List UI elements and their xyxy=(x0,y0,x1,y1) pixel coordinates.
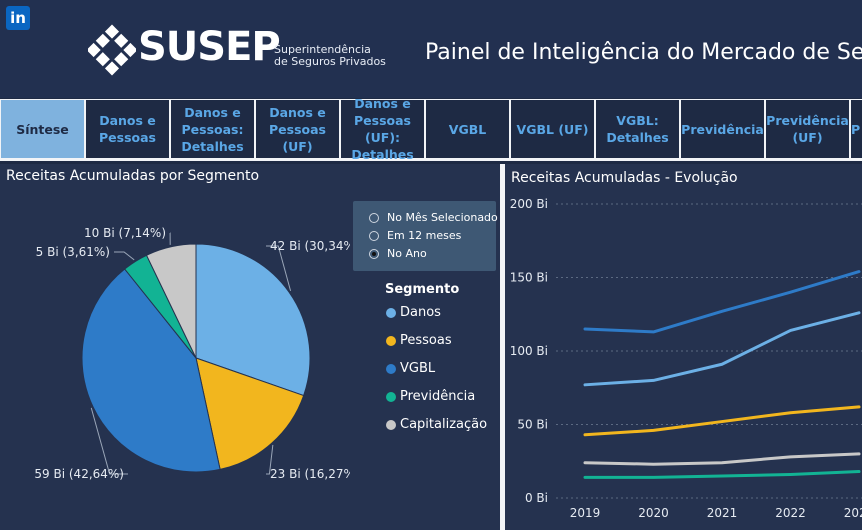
tab-vgbl-detalhes[interactable]: VGBL: Detalhes xyxy=(596,100,679,158)
legend-item-danos[interactable]: Danos xyxy=(386,305,441,320)
pie-slice-danos[interactable] xyxy=(195,243,311,397)
pie-chart: 42 Bi (30,34%) 23 Bi (16,27%) 59 Bi (42,64… xyxy=(34,226,350,481)
susep-logo-icon xyxy=(88,24,136,76)
tab-bar: Síntese Danos e Pessoas Danos e Pessoas:… xyxy=(0,96,862,162)
radio-icon[interactable] xyxy=(369,230,379,241)
pie-leader-line xyxy=(90,407,128,475)
legend-item-vgbl[interactable]: VGBL xyxy=(386,361,435,376)
tab-danos-e-pessoas-uf[interactable]: Danos e Pessoas (UF) xyxy=(256,100,339,158)
option-em-12-meses[interactable]: Em 12 meses xyxy=(369,229,461,242)
radio-icon[interactable] xyxy=(369,212,379,223)
legend-title: Segmento xyxy=(385,282,460,297)
pie-slice-pessoas[interactable] xyxy=(195,357,305,471)
series-line-2[interactable] xyxy=(583,405,861,437)
tab-danos-e-pessoas[interactable]: Danos e Pessoas xyxy=(86,100,169,158)
tab-danos-e-pessoas-detalhes[interactable]: Danos e Pessoas: Detalhes xyxy=(171,100,254,158)
logo-subtitle-line1: Superintendência xyxy=(274,43,371,56)
series-line-0[interactable] xyxy=(583,270,861,334)
pie-leader-line xyxy=(114,251,135,261)
radio-selected-icon[interactable] xyxy=(369,248,379,259)
pie-data-label: 10 Bi (7,14%) xyxy=(84,226,166,240)
pie-leader-line xyxy=(266,444,274,475)
header-bar: in SUSEP Superintendência de Seguros Pri… xyxy=(0,0,862,98)
legend-label: VGBL xyxy=(400,361,436,376)
period-option-box: No Mês Selecionado Em 12 meses No Ano xyxy=(353,201,498,271)
series-line-1[interactable] xyxy=(583,311,861,387)
pie-data-label: 5 Bi (3,61%) xyxy=(36,245,110,259)
y-tick-label: 50 Bi xyxy=(517,418,548,432)
pie-data-label: 23 Bi (16,27%) xyxy=(270,467,350,481)
tab-previdencia-uf[interactable]: Previdência (UF) xyxy=(766,100,849,158)
tab-previdencia[interactable]: Previdência xyxy=(681,100,764,158)
legend-label: Capitalização xyxy=(400,417,488,432)
legend-item-pessoas[interactable]: Pessoas xyxy=(386,333,452,348)
pie-data-label: 59 Bi (42,64%) xyxy=(34,467,124,481)
x-tick-label: 2020 xyxy=(638,506,669,520)
tab-vgbl[interactable]: VGBL xyxy=(426,100,509,158)
option-no-mes-selecionado[interactable]: No Mês Selecionado xyxy=(369,211,498,224)
pie-chart-title: Receitas Acumuladas por Segmento xyxy=(6,168,260,184)
pie-slice-vgbl[interactable] xyxy=(81,268,221,473)
legend-item-previdencia[interactable]: Previdência xyxy=(386,389,475,404)
legend-item-capitalizacao[interactable]: Capitalização xyxy=(386,417,487,432)
logo-text: SUSEP xyxy=(138,24,281,70)
legend-dot-icon xyxy=(386,419,396,430)
x-tick-label: 2023 xyxy=(844,506,862,520)
panel-divider xyxy=(500,164,505,530)
tab-danos-e-pessoas-uf-detalhes[interactable]: Danos e Pessoas (UF): Detalhes xyxy=(341,96,424,162)
series-line-3[interactable] xyxy=(583,452,861,466)
option-label: Em 12 meses xyxy=(387,229,462,242)
legend-dot-icon xyxy=(386,391,396,402)
tab-partial[interactable]: P xyxy=(851,100,862,158)
line-chart-title: Receitas Acumuladas - Evolução xyxy=(511,170,738,186)
legend-label: Previdência xyxy=(400,389,476,404)
legend-label: Pessoas xyxy=(400,333,452,348)
y-tick-label: 150 Bi xyxy=(510,271,548,285)
x-tick-label: 2022 xyxy=(775,506,806,520)
legend-dot-icon xyxy=(386,307,396,318)
revenue-evolution-panel: Receitas Acumuladas - Evolução xyxy=(505,164,862,530)
logo-subtitle: Superintendência de Seguros Privados xyxy=(274,44,386,68)
legend-dot-icon xyxy=(386,335,396,346)
legend-dot-icon xyxy=(386,363,396,374)
y-tick-label: 200 Bi xyxy=(510,197,548,211)
pie-leader-line xyxy=(266,245,292,291)
legend-label: Danos xyxy=(400,305,441,320)
linkedin-icon[interactable]: in xyxy=(6,6,30,30)
y-tick-label: 0 Bi xyxy=(525,491,548,505)
x-tick-label: 2021 xyxy=(707,506,738,520)
pie-data-label: 42 Bi (30,34%) xyxy=(270,239,350,253)
x-tick-label: 2019 xyxy=(570,506,601,520)
option-label: No Mês Selecionado xyxy=(387,211,498,224)
option-no-ano[interactable]: No Ano xyxy=(369,247,427,260)
pie-slice-capitalização[interactable] xyxy=(145,243,197,359)
option-label: No Ano xyxy=(387,247,427,260)
y-tick-label: 100 Bi xyxy=(510,344,548,358)
tab-vgbl-uf[interactable]: VGBL (UF) xyxy=(511,100,594,158)
tab-sintese[interactable]: Síntese xyxy=(1,100,84,158)
line-chart: 0 Bi 50 Bi 100 Bi 150 Bi 200 Bi 2019 2020 2021 2… xyxy=(510,197,862,520)
page-title: Painel de Inteligência do Mercado de Seg… xyxy=(425,40,862,65)
logo-subtitle-line2: de Seguros Privados xyxy=(274,55,386,68)
series-line-4[interactable] xyxy=(583,470,861,479)
